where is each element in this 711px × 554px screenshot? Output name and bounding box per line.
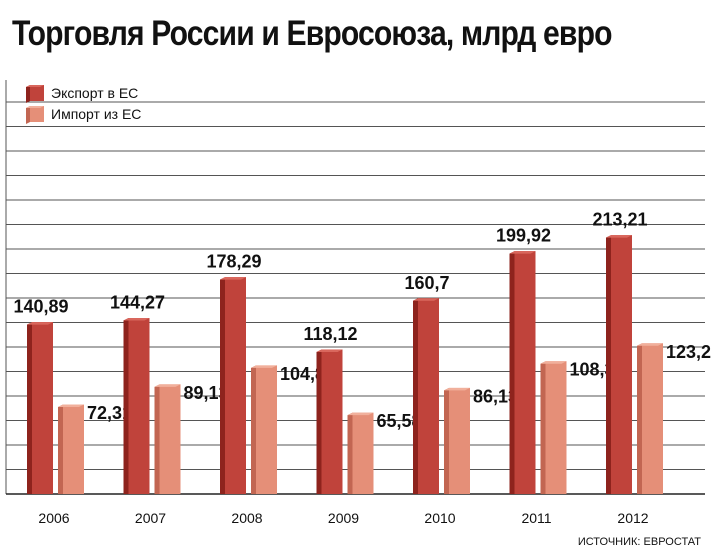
bar-import-side bbox=[637, 343, 642, 494]
data-label-export: 144,27 bbox=[110, 293, 165, 313]
bar-import bbox=[63, 404, 84, 494]
title-bar: Торговля России и Евросоюза, млрд евро bbox=[0, 0, 711, 66]
source-note: ИСТОЧНИК: ЕВРОСТАТ bbox=[577, 536, 701, 548]
x-tick-label: 2011 bbox=[521, 510, 551, 526]
x-tick-label: 2007 bbox=[135, 510, 166, 526]
bar-import-top bbox=[347, 412, 374, 416]
bar-import-top bbox=[58, 404, 84, 408]
bar-import bbox=[642, 343, 663, 494]
data-label-import: 72,31 bbox=[87, 403, 132, 423]
chart-title: Торговля России и Евросоюза, млрд евро bbox=[12, 14, 612, 53]
x-tick-label: 2008 bbox=[231, 510, 262, 526]
bar-export-top bbox=[316, 349, 343, 352]
legend-swatch-side bbox=[26, 85, 30, 103]
data-label-export: 178,29 bbox=[206, 252, 261, 272]
bar-export bbox=[321, 349, 343, 494]
legend-swatch bbox=[30, 85, 44, 101]
data-label-export: 140,89 bbox=[13, 297, 68, 317]
bar-import-top bbox=[540, 361, 567, 364]
bar-import bbox=[159, 384, 181, 494]
bar-export bbox=[128, 318, 150, 494]
bar-export bbox=[514, 251, 536, 494]
legend-swatch bbox=[30, 106, 44, 122]
bar-export-top bbox=[220, 277, 246, 280]
x-tick-label: 2006 bbox=[38, 510, 69, 526]
bar-export-side bbox=[316, 349, 322, 494]
bar-export bbox=[225, 277, 246, 494]
bar-import-top bbox=[637, 343, 663, 346]
x-tick-label: 2012 bbox=[617, 510, 648, 526]
data-label-export: 199,92 bbox=[496, 226, 551, 246]
data-label-export: 118,12 bbox=[303, 324, 357, 344]
bar-import bbox=[256, 365, 277, 494]
bar-export-top bbox=[123, 318, 150, 321]
bar-export-side bbox=[509, 251, 515, 494]
bar-export-top bbox=[27, 322, 53, 325]
bar-export bbox=[32, 322, 53, 494]
bar-export bbox=[611, 235, 632, 494]
bar-export bbox=[418, 298, 439, 494]
bar-import-side bbox=[444, 387, 449, 494]
bar-import-side bbox=[58, 404, 63, 494]
bar-export-top bbox=[509, 251, 536, 254]
x-tick-label: 2010 bbox=[424, 510, 455, 526]
legend-swatch-top bbox=[26, 85, 44, 87]
bar-import bbox=[449, 387, 470, 494]
bar-import bbox=[545, 361, 567, 494]
bar-import bbox=[352, 412, 374, 494]
bar-export-top bbox=[606, 235, 632, 238]
data-label-import: 123,26 bbox=[666, 342, 711, 362]
legend-label: Импорт из ЕС bbox=[51, 106, 141, 122]
x-tick-label: 2009 bbox=[328, 510, 359, 526]
bar-export-side bbox=[27, 322, 32, 494]
bar-export-side bbox=[123, 318, 129, 494]
data-label-import: 86,13 bbox=[473, 386, 518, 406]
legend-label: Экспорт в ЕС bbox=[51, 85, 138, 101]
bar-import-side bbox=[347, 412, 353, 494]
bar-export-side bbox=[606, 235, 611, 494]
legend-swatch-side bbox=[26, 106, 30, 124]
data-label-import: 89,13 bbox=[184, 383, 229, 403]
bar-export-side bbox=[220, 277, 225, 494]
data-label-export: 160,7 bbox=[404, 273, 449, 293]
bar-export-side bbox=[413, 298, 418, 494]
bar-import-top bbox=[251, 365, 277, 368]
data-label-import: 65,58 bbox=[377, 411, 422, 431]
data-label-export: 213,21 bbox=[592, 210, 647, 230]
bar-export-top bbox=[413, 298, 439, 301]
bar-import-side bbox=[154, 384, 160, 494]
bar-import-top bbox=[154, 384, 181, 387]
bar-import-top bbox=[444, 387, 470, 391]
bar-import-side bbox=[251, 365, 256, 494]
legend-swatch-top bbox=[26, 106, 44, 108]
bar-import-side bbox=[540, 361, 546, 494]
